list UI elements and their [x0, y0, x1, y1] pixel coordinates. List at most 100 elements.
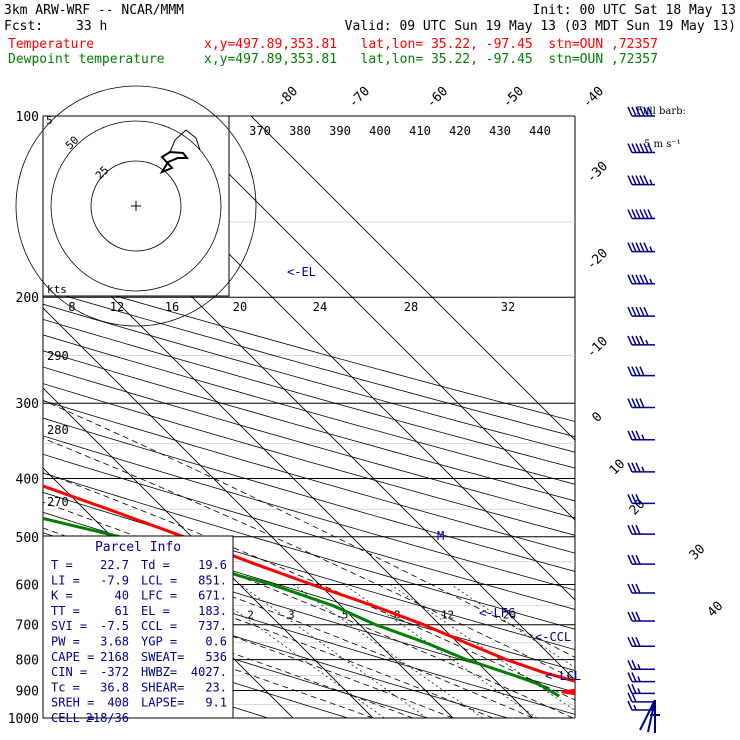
dry-adiabat — [43, 334, 575, 485]
wind-barb-flag — [631, 494, 637, 504]
parcel-value: 40 — [115, 589, 129, 603]
wind-barb-flag — [635, 611, 641, 622]
pressure-label: 1000 — [8, 712, 39, 727]
parcel-value: 19.6 — [198, 558, 227, 572]
isotherm-label: 30 — [687, 542, 709, 564]
hodo-corner-label: 5 — [46, 114, 53, 127]
theta-label: 430 — [489, 124, 511, 138]
mixing-ratio-label: 2 — [247, 609, 254, 622]
pressure-label: 400 — [16, 472, 39, 487]
barb-legend-line2: 5 m s⁻¹ — [644, 139, 681, 150]
theta-label: 390 — [329, 124, 351, 138]
wind-barb — [627, 672, 655, 683]
moist-adiabat — [43, 603, 374, 718]
dry-adiabat — [43, 472, 575, 630]
surface-wind — [639, 699, 660, 733]
wind-barb-flag — [627, 106, 633, 117]
wind-barb — [627, 106, 655, 117]
wind-barb-flag — [627, 611, 633, 622]
parcel-key: TT = — [51, 604, 80, 618]
parcel-value: 23. — [205, 680, 227, 694]
parcel-key: PW = — [51, 635, 80, 649]
moist-adiabat — [43, 501, 574, 718]
marker-label: CCL — [549, 630, 571, 644]
parcel-value: -7.5 — [100, 619, 129, 633]
wind-barb-flag — [635, 242, 641, 252]
pressure-label: 800 — [16, 654, 39, 669]
parcel-value: 0.6 — [205, 635, 227, 649]
wind-barb — [627, 684, 655, 695]
wind-barb-half — [637, 676, 641, 682]
isotherm-label: -20 — [584, 246, 611, 273]
parcel-value: 408 — [107, 696, 129, 710]
parcel-key: LI = — [51, 573, 80, 587]
wind-barb-half — [649, 278, 653, 285]
parcel-key: YGP = — [141, 635, 177, 649]
pressure-label: 200 — [16, 291, 39, 306]
parcel-key: HWBZ= — [141, 665, 177, 679]
mixing-ratio-label: 20 — [503, 609, 516, 622]
parcel-key: CIN = — [51, 665, 87, 679]
wind-barb-half — [649, 179, 653, 185]
parcel-info-box: Parcel Info T = 22.7 Td = 19.6 LI = -7.9 LCL = 8… — [42, 535, 234, 725]
wind-barb-flag — [631, 242, 637, 252]
wind-barb-flag — [631, 692, 637, 703]
wind-barb-flag — [635, 306, 641, 317]
wind-barb-flag — [631, 636, 637, 647]
wind-barb-flag — [635, 583, 641, 594]
wind-barb — [627, 398, 655, 409]
forecast-label: Fcst: — [4, 19, 44, 34]
parcel-key: T = — [51, 558, 73, 572]
dewpoint-location: x,y=497.89,353.81 lat,lon= 35.22, -97.45… — [204, 52, 658, 67]
wind-barb-flag — [635, 430, 641, 441]
moist-adiabat — [43, 471, 575, 701]
mixing-ratio-line — [199, 584, 385, 718]
wind-barb-flag — [627, 242, 633, 252]
hodograph-ring — [50, 120, 222, 292]
wind-barb-flag — [631, 274, 637, 285]
pressure-label: 900 — [16, 684, 39, 699]
level-markers: <-EL <-LFC <-CCL <-LCL M — [287, 265, 581, 683]
wind-barb-flag — [631, 672, 637, 682]
parcel-value: 36.8 — [100, 680, 129, 694]
dry-adiabat — [43, 597, 428, 718]
wind-barb — [627, 274, 655, 285]
parcel-key: SWEAT= — [141, 650, 184, 664]
dry-adiabat — [43, 453, 575, 610]
wind-barb-flag — [639, 274, 645, 285]
parcel-key: CCL = — [141, 619, 177, 633]
theta-label: 410 — [409, 124, 431, 138]
dry-adiabat — [43, 303, 575, 453]
parcel-value: -372 — [100, 665, 129, 679]
wind-barb-half — [641, 466, 645, 473]
isotherm-label: 40 — [705, 599, 727, 621]
wind-barb — [627, 462, 655, 473]
hodo-units-label: kts — [47, 283, 67, 296]
dry-adiabat — [43, 575, 508, 718]
wind-barb-flag — [627, 494, 633, 504]
theta-label: 380 — [289, 124, 311, 138]
wind-barb-flag — [631, 611, 637, 622]
wind-barb-flag — [627, 430, 633, 441]
wind-barb-half — [637, 688, 641, 694]
wind-barb-flag — [643, 106, 649, 117]
isotherm-line — [250, 116, 575, 441]
wind-barb — [627, 583, 655, 594]
wind-barb-flag — [635, 366, 641, 376]
dry-adiabat — [43, 318, 575, 469]
hodograph-ring — [90, 160, 182, 252]
parcel-value: -7.9 — [100, 573, 129, 587]
hodo-speed-label: 8 — [68, 300, 75, 314]
theta-left-label: 280 — [47, 423, 69, 437]
hodograph-trace — [169, 129, 201, 153]
marker-m: M — [437, 529, 444, 543]
hodo-speed-label: 16 — [165, 300, 179, 314]
wind-barb-flag — [639, 209, 645, 219]
theta-left-label: 270 — [47, 495, 69, 509]
wind-barb-flag — [627, 366, 633, 376]
wind-barb-flag — [627, 684, 633, 694]
wind-barb-flag — [631, 659, 637, 670]
wind-barb-flag — [631, 106, 637, 117]
wind-barb-flag — [643, 274, 649, 285]
wind-barb-flag — [639, 175, 645, 185]
